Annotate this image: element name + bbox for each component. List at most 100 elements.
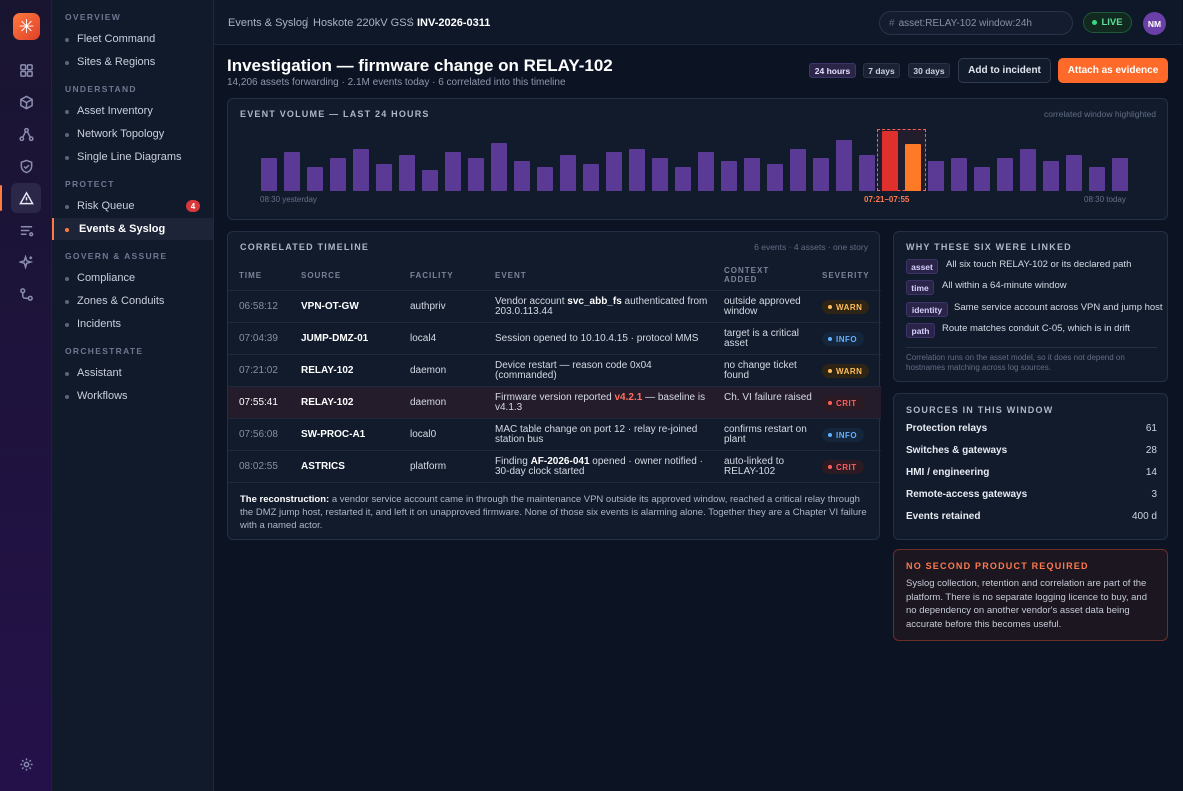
live-badge[interactable]: LIVE xyxy=(1083,12,1132,33)
list-icon[interactable] xyxy=(11,215,41,245)
cube-icon[interactable] xyxy=(11,87,41,117)
grid-icon[interactable] xyxy=(11,55,41,85)
volume-bar[interactable] xyxy=(698,152,714,191)
cell-source: JUMP-DMZ-01 xyxy=(301,333,369,344)
volume-bar[interactable] xyxy=(951,158,967,191)
volume-bar[interactable] xyxy=(606,152,622,191)
sidebar-item-sites-regions[interactable]: Sites & Regions xyxy=(52,51,213,73)
sidebar-item-workflows[interactable]: Workflows xyxy=(52,385,213,407)
search-input[interactable]: # asset:RELAY-102 window:24h xyxy=(879,11,1073,35)
volume-bar[interactable] xyxy=(353,149,369,191)
volume-bar[interactable] xyxy=(836,140,852,191)
volume-bar[interactable] xyxy=(744,158,760,191)
cell-facility: daemon xyxy=(410,365,447,376)
volume-bar[interactable] xyxy=(813,158,829,191)
breadcrumb-site[interactable]: Hoskote 220kV GSS xyxy=(313,17,414,29)
workflow-icon[interactable] xyxy=(11,279,41,309)
volume-bar[interactable] xyxy=(905,144,921,191)
volume-bar[interactable] xyxy=(629,149,645,191)
volume-bar[interactable] xyxy=(767,164,783,191)
volume-bar[interactable] xyxy=(514,161,530,191)
sidebar-item-single-line-diagrams[interactable]: Single Line Diagrams xyxy=(52,146,213,168)
volume-bar[interactable] xyxy=(721,161,737,191)
cell-facility: daemon xyxy=(410,397,447,408)
table-row-highlighted[interactable]: 07:55:41 RELAY-102 daemon Firmware versi… xyxy=(228,386,881,418)
add-to-incident-button[interactable]: Add to incident xyxy=(958,58,1051,83)
volume-bar[interactable] xyxy=(928,161,944,191)
volume-bar[interactable] xyxy=(652,158,668,191)
table-row[interactable]: 07:04:39 JUMP-DMZ-01 local4 Session open… xyxy=(228,322,881,354)
sidebar-item-network-topology[interactable]: Network Topology xyxy=(52,123,213,145)
volume-bar[interactable] xyxy=(1020,149,1036,191)
correlated-timeline-panel: CORRELATED TIMELINE 6 events · 4 assets … xyxy=(227,231,881,540)
divider xyxy=(906,347,1157,348)
cell-source: VPN-OT-GW xyxy=(301,301,359,312)
sidebar-item-asset-inventory[interactable]: Asset Inventory xyxy=(52,100,213,122)
sidebar-item-risk-queue[interactable]: Risk Queue 4 xyxy=(52,195,213,217)
volume-bar[interactable] xyxy=(468,158,484,191)
bullet-icon xyxy=(65,132,69,137)
cell-event: Vendor account svc_abb_fs authenticated … xyxy=(495,296,708,317)
cell-facility: authpriv xyxy=(410,301,446,312)
sidebar-item-incidents[interactable]: Incidents xyxy=(52,313,213,335)
cell-time: 07:21:02 xyxy=(239,365,278,376)
volume-bar[interactable] xyxy=(1066,155,1082,191)
page-title: Investigation — firmware change on RELAY… xyxy=(227,56,613,75)
sidebar-item-events-syslog[interactable]: Events & Syslog xyxy=(52,218,213,240)
volume-bar[interactable] xyxy=(974,167,990,191)
sparkle-icon[interactable] xyxy=(11,247,41,277)
sidebar-item-label: Assistant xyxy=(77,367,122,379)
volume-bar[interactable] xyxy=(675,167,691,191)
avatar[interactable]: NM xyxy=(1143,12,1166,35)
volume-bar[interactable] xyxy=(1089,167,1105,191)
table-row[interactable]: 06:58:12 VPN-OT-GW authpriv Vendor accou… xyxy=(228,290,881,322)
volume-bar[interactable] xyxy=(376,164,392,191)
cell-context: Ch. VI failure raised xyxy=(724,392,812,403)
attach-evidence-button[interactable]: Attach as evidence xyxy=(1058,58,1168,83)
bullet-icon xyxy=(65,299,69,304)
cell-context: target is a critical asset xyxy=(724,328,800,349)
severity-badge: CRIT xyxy=(822,460,864,474)
volume-bar[interactable] xyxy=(583,164,599,191)
cell-event: Session opened to 10.10.4.15 · protocol … xyxy=(495,333,699,344)
range-7-days[interactable]: 7 days xyxy=(863,63,900,78)
sidebar-item-assistant[interactable]: Assistant xyxy=(52,362,213,384)
table-row[interactable]: 08:02:55 ASTRICS platform Finding AF-202… xyxy=(228,450,881,482)
shield-icon[interactable] xyxy=(11,151,41,181)
settings-icon[interactable] xyxy=(11,749,41,779)
volume-bar[interactable] xyxy=(399,155,415,191)
range-24-hours[interactable]: 24 hours xyxy=(809,63,856,78)
breadcrumb-events-syslog[interactable]: Events & Syslog xyxy=(228,17,309,29)
volume-bar[interactable] xyxy=(261,158,277,191)
volume-bar[interactable] xyxy=(307,167,323,191)
volume-bar[interactable] xyxy=(537,167,553,191)
notice-text: Syslog collection, retention and correla… xyxy=(906,578,1147,630)
volume-bar[interactable] xyxy=(859,155,875,191)
volume-bar[interactable] xyxy=(284,152,300,191)
table-row[interactable]: 07:21:02 RELAY-102 daemon Device restart… xyxy=(228,354,881,386)
sidebar-item-zones-conduits[interactable]: Zones & Conduits xyxy=(52,290,213,312)
topology-icon[interactable] xyxy=(11,119,41,149)
cell-facility: local4 xyxy=(410,333,437,344)
volume-bar[interactable] xyxy=(997,158,1013,191)
sidebar-item-fleet-command[interactable]: Fleet Command xyxy=(52,28,213,50)
sidebar-item-compliance[interactable]: Compliance xyxy=(52,267,213,289)
volume-bar[interactable] xyxy=(330,158,346,191)
volume-bar[interactable] xyxy=(1043,161,1059,191)
volume-bar[interactable] xyxy=(882,131,898,191)
app-logo[interactable]: ✳ xyxy=(13,13,40,40)
cell-time: 07:04:39 xyxy=(239,333,278,344)
volume-bar[interactable] xyxy=(491,143,507,191)
bullet-icon xyxy=(65,322,69,327)
volume-bar[interactable] xyxy=(790,149,806,191)
volume-bar[interactable] xyxy=(422,170,438,191)
no-second-product-notice: NO SECOND PRODUCT REQUIRED Syslog collec… xyxy=(893,549,1168,641)
sources-title: SOURCES IN THIS WINDOW xyxy=(906,405,1054,415)
table-row[interactable]: 07:56:08 SW-PROC-A1 local0 MAC table cha… xyxy=(228,418,881,450)
volume-bar[interactable] xyxy=(445,152,461,191)
alert-triangle-icon[interactable] xyxy=(11,183,41,213)
volume-bar[interactable] xyxy=(560,155,576,191)
volume-bar[interactable] xyxy=(1112,158,1128,191)
range-30-days[interactable]: 30 days xyxy=(908,63,950,78)
severity-dot-icon xyxy=(828,305,832,309)
